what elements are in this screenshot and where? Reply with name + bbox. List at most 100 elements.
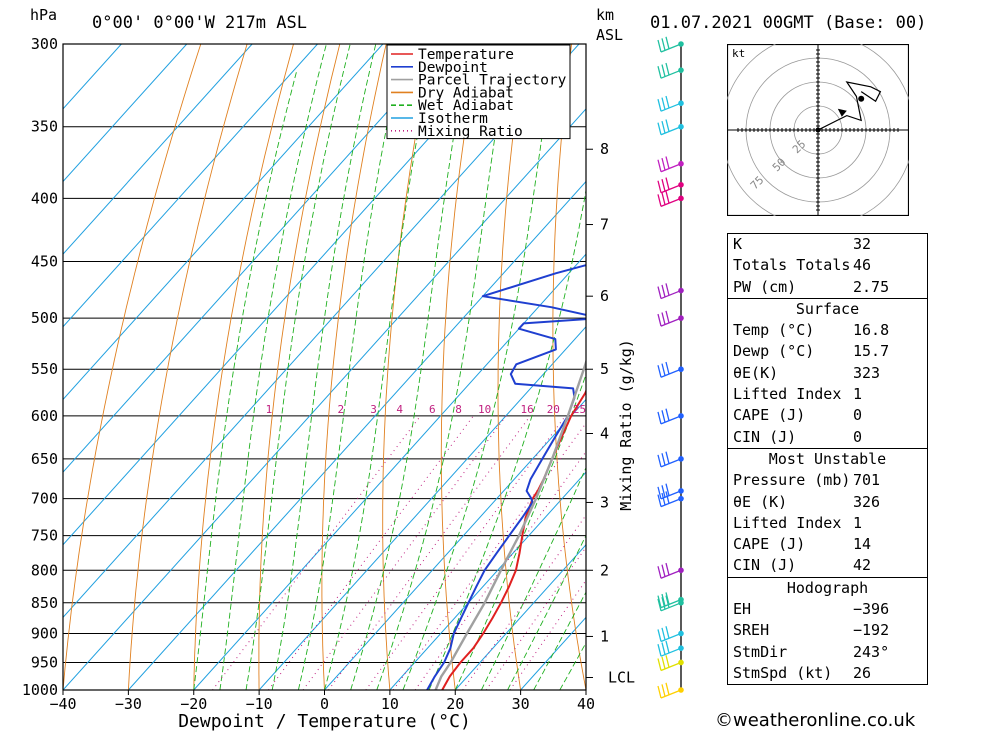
index-row: K 32 xyxy=(728,234,927,255)
wind-barb-feather xyxy=(657,658,662,671)
skewt-chart: 3003504004505005506006507007508008509009… xyxy=(22,35,684,732)
index-value: 1 xyxy=(853,513,863,532)
general-indices: K 32 Totals Totals 46 PW (cm) 2.75 xyxy=(728,234,927,298)
wind-barb-feather xyxy=(661,120,666,134)
pressure-tick-label: 500 xyxy=(31,309,58,327)
wind-barb-feather xyxy=(657,365,662,378)
wind-barb-staff xyxy=(660,102,682,112)
wind-barb-staff xyxy=(660,184,682,194)
most-unstable-section: Most Unstable Pressure (mb) 701 θE (K) 326 L… xyxy=(728,447,927,577)
index-value: −396 xyxy=(853,600,890,619)
location-title: 0°00' 0°00'W 217m ASL xyxy=(92,13,307,33)
wet-adiabat xyxy=(219,44,327,690)
legend-item: Parcel Trajectory xyxy=(418,73,567,89)
wind-barb-staff xyxy=(660,647,682,657)
index-row: CAPE (J) 14 xyxy=(728,534,927,555)
index-label: K xyxy=(733,235,743,253)
wind-barb-feather xyxy=(665,119,670,132)
km-tick-label: 1 xyxy=(600,627,609,645)
dry-adiabat xyxy=(127,44,248,690)
index-value: 14 xyxy=(853,535,872,554)
index-value: 42 xyxy=(853,556,872,575)
mixing-ratio-line xyxy=(485,546,586,690)
wind-barb-feather xyxy=(665,655,670,668)
legend-item: Mixing Ratio xyxy=(418,124,523,140)
pressure-tick-label: 550 xyxy=(31,360,58,378)
mixing-ratio-label: 6 xyxy=(429,403,436,416)
wind-barb-feather xyxy=(657,286,662,299)
isotherm xyxy=(63,44,384,401)
index-value: 15.7 xyxy=(853,342,890,361)
hodograph-unit-label: kt xyxy=(732,47,745,60)
wet-adiabat xyxy=(376,44,511,690)
km-label: km xyxy=(596,6,615,24)
mixing-ratio-label: 1 xyxy=(266,403,273,416)
pressure-tick-label: 900 xyxy=(31,624,58,642)
wind-barb-feather xyxy=(657,99,662,112)
index-value: 32 xyxy=(853,235,872,253)
wind-barb-feather xyxy=(661,157,666,171)
index-row: StmSpd (kt) 26 xyxy=(728,663,927,684)
wind-barb-feather xyxy=(657,685,662,699)
dry-adiabat xyxy=(193,44,294,690)
index-value: 26 xyxy=(853,663,872,682)
index-label: EH xyxy=(733,600,752,619)
dry-adiabat xyxy=(440,44,480,690)
pressure-tick-label: 750 xyxy=(31,527,58,545)
isotherm xyxy=(389,471,586,690)
hodograph-end-dot xyxy=(858,95,865,102)
pressure-tick-label: 450 xyxy=(31,253,58,271)
index-row: CIN (J) 42 xyxy=(728,555,927,576)
index-label: θE(K) xyxy=(733,363,779,382)
wind-barb-feather xyxy=(661,627,666,641)
wind-barb-feather xyxy=(657,122,662,135)
mixing-ratio-label: 4 xyxy=(396,403,403,416)
asl-label: ASL xyxy=(596,26,624,44)
dry-adiabat xyxy=(382,44,433,690)
x-tick-label: −10 xyxy=(246,695,273,713)
wind-barb-staff xyxy=(660,602,682,612)
wind-barb-staff xyxy=(660,69,682,79)
wind-barb-feather xyxy=(661,492,666,506)
dry-adiabat xyxy=(321,44,387,690)
pressure-tick-label: 600 xyxy=(31,407,58,425)
mixing-ratio-label: 20 xyxy=(547,403,560,416)
km-tick-label: 7 xyxy=(600,216,609,234)
wet-adiabat xyxy=(324,44,436,690)
km-tick-label: 6 xyxy=(600,287,609,305)
wind-barb-feather xyxy=(661,642,666,655)
mixing-ratio-line xyxy=(392,422,586,690)
index-row: Totals Totals 46 xyxy=(728,255,927,276)
hodograph-title: Hodograph xyxy=(786,578,869,597)
index-label: CIN (J) xyxy=(733,427,797,446)
pressure-tick-label: 950 xyxy=(31,653,58,671)
wind-barb-feather xyxy=(661,656,666,670)
wind-barb-staff xyxy=(660,368,682,378)
pressure-tick-label: 300 xyxy=(31,35,58,53)
index-value: 16.8 xyxy=(853,321,890,340)
wind-barb-feather xyxy=(661,684,666,697)
index-row: Lifted Index 1 xyxy=(728,384,927,405)
surface-section: Surface Temp (°C) 16.8 Dewp (°C) 15.7 θE(K) 3… xyxy=(728,297,927,448)
legend-item: Dewpoint xyxy=(418,60,488,76)
wind-barb-feather xyxy=(657,39,662,53)
index-label: Lifted Index xyxy=(733,513,842,532)
wet-adiabat xyxy=(271,44,377,690)
wind-barb-feather xyxy=(657,194,662,207)
km-tick-label: 2 xyxy=(600,561,609,579)
mixing-ratio-line xyxy=(267,415,474,690)
mixing-ratio-line xyxy=(414,450,586,690)
dry-adiabat xyxy=(258,44,341,690)
surface-title: Surface xyxy=(795,299,860,318)
index-row: Dewp (°C) 15.7 xyxy=(728,341,927,362)
mixing-ratio-line xyxy=(462,514,586,690)
wind-barb-feather xyxy=(661,410,666,423)
wind-level-dot xyxy=(678,67,684,73)
index-label: CAPE (J) xyxy=(733,535,806,554)
pressure-tick-label: 650 xyxy=(31,450,58,468)
temperature-line xyxy=(441,388,586,690)
copyright-footer[interactable]: ©weatheronline.co.uk xyxy=(715,710,916,731)
pressure-tick-label: 800 xyxy=(31,561,58,579)
legend-item: Isotherm xyxy=(418,111,488,127)
